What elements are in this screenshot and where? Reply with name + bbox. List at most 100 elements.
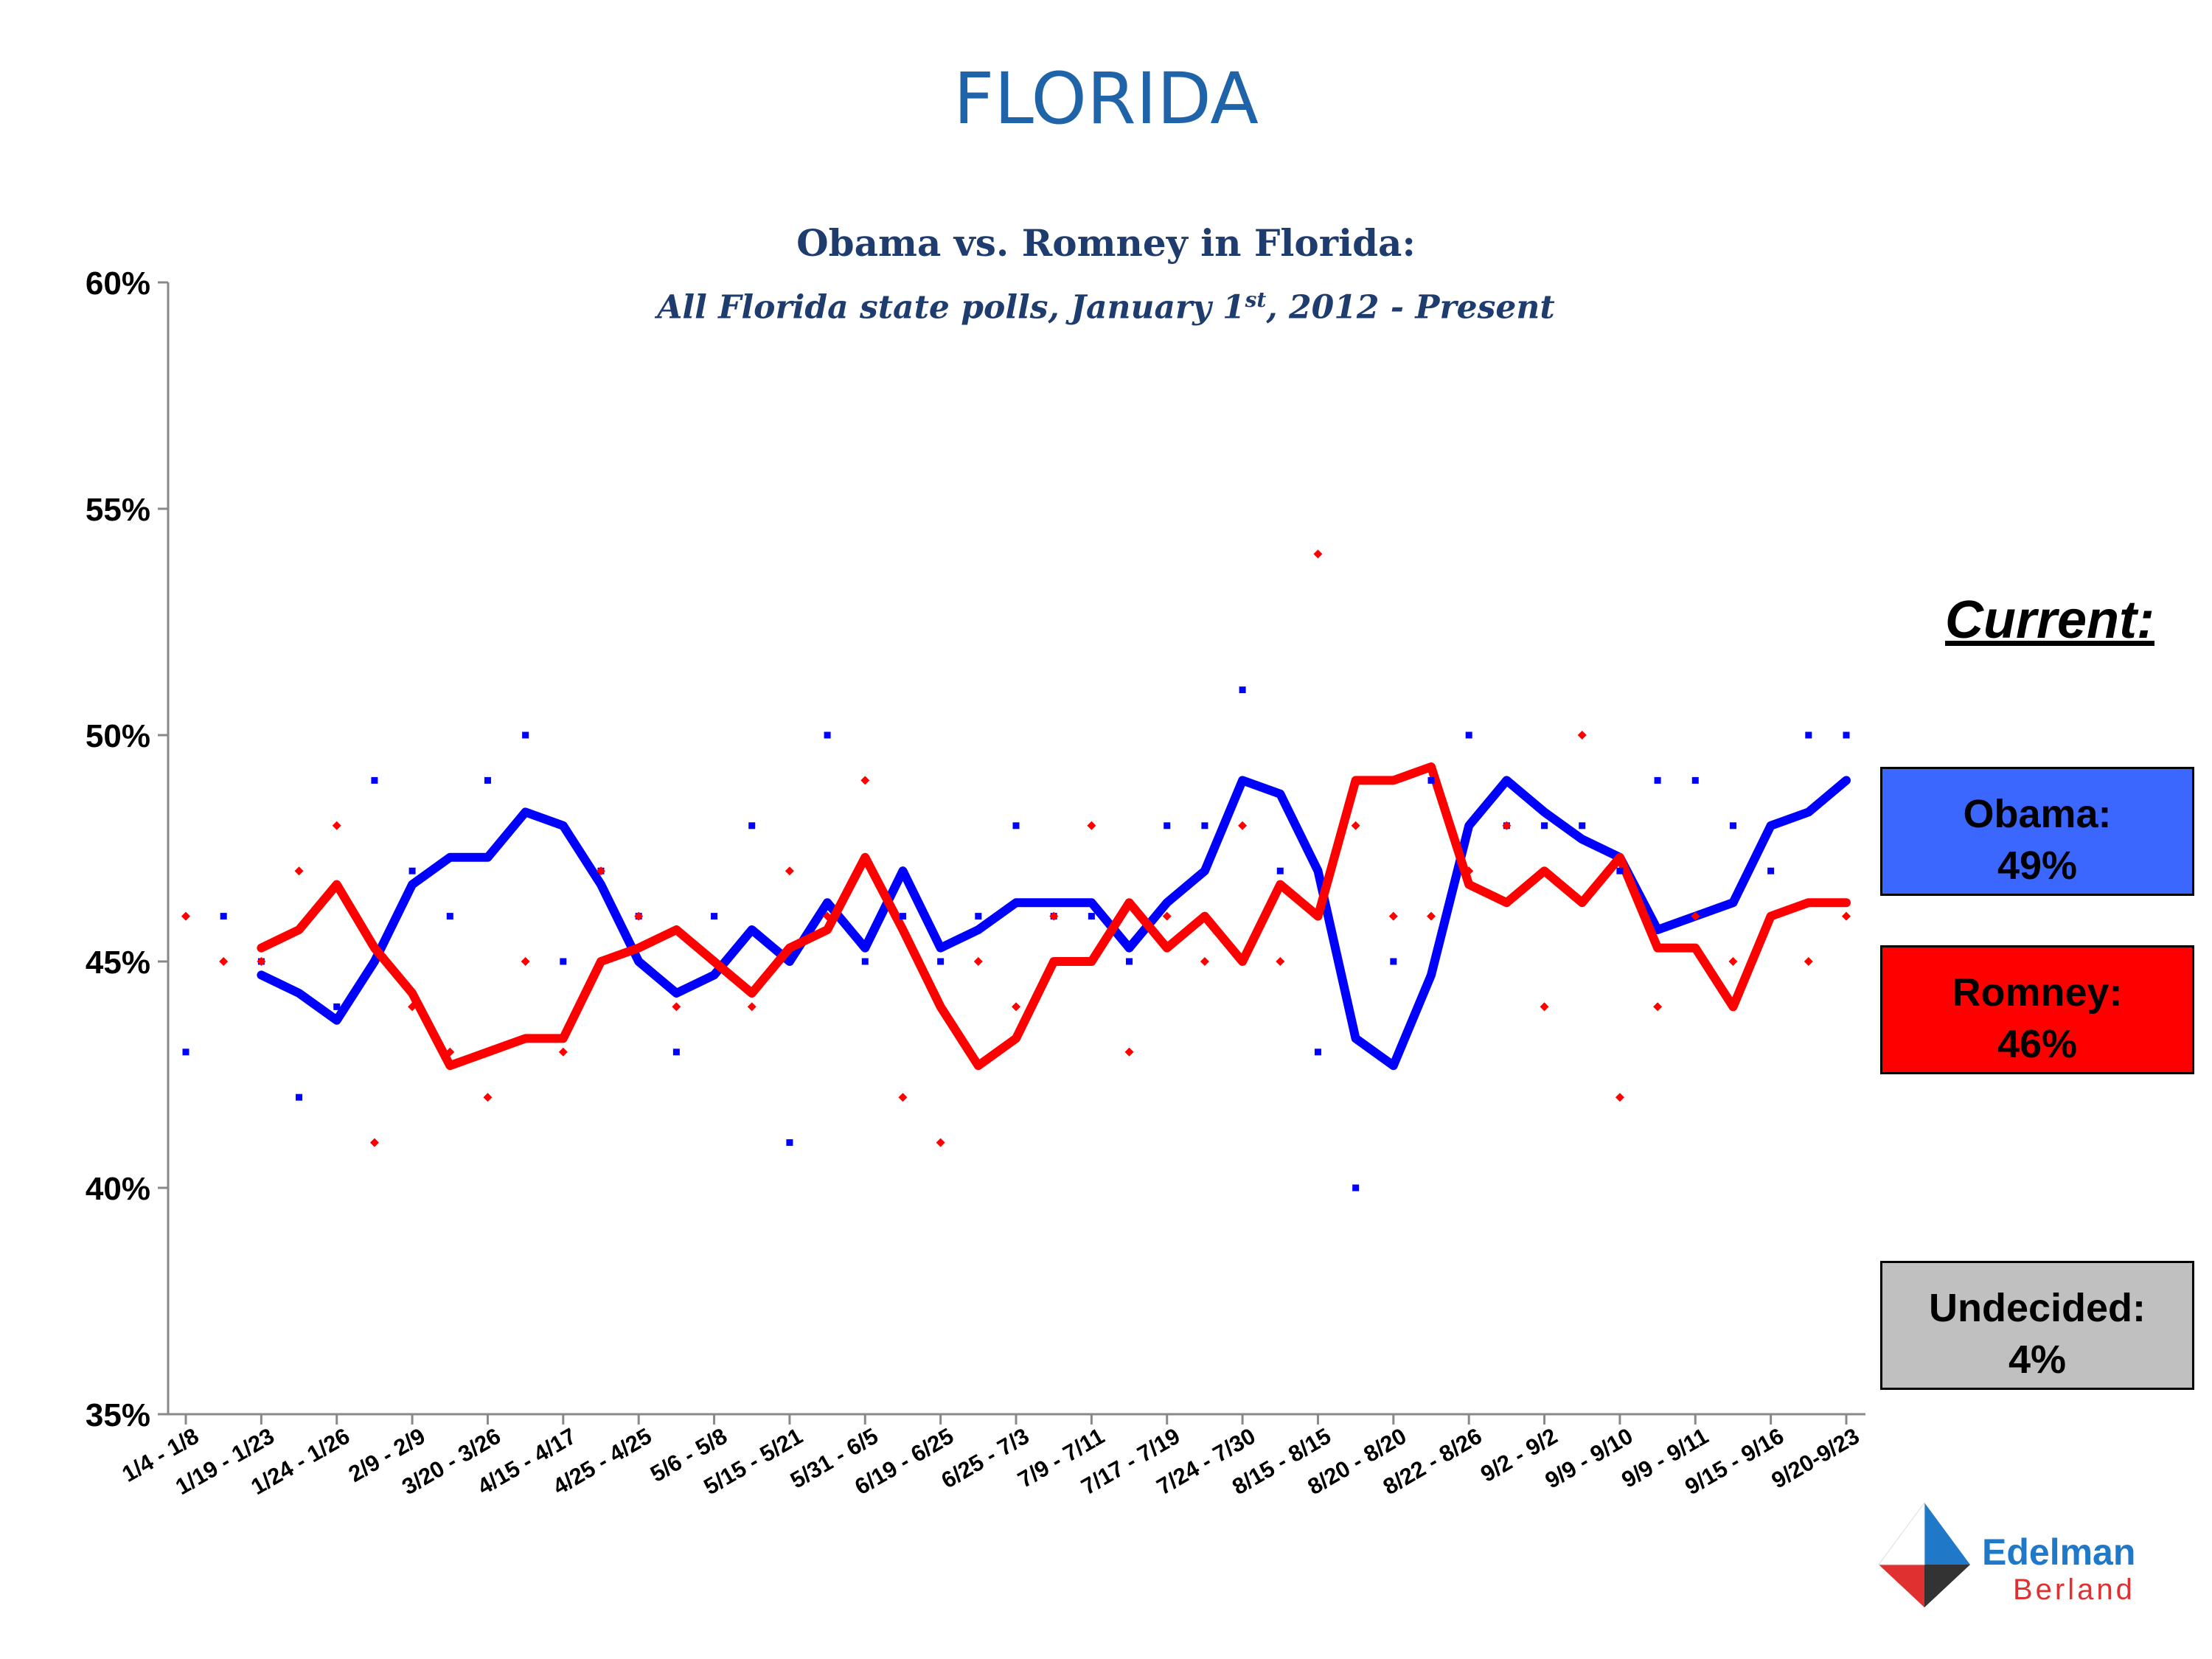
romney-poll-marker — [1766, 911, 1775, 921]
romney-poll-marker — [898, 1093, 908, 1102]
chart-subtitle-sup: st — [1245, 288, 1267, 312]
obama-poll-marker — [220, 913, 227, 920]
obama-poll-marker — [1691, 776, 1699, 784]
romney-poll-marker — [521, 957, 530, 966]
romney-poll-marker — [369, 1138, 379, 1147]
romney-poll-marker — [1276, 957, 1285, 966]
obama-poll-marker — [522, 731, 529, 739]
y-tick-label: 60% — [86, 265, 150, 302]
romney-poll-marker — [558, 1047, 568, 1057]
obama-poll-marker — [748, 822, 756, 830]
romney-current-value: 46% — [1997, 1022, 2078, 1066]
romney-current-box: Romney: 46% — [1880, 945, 2194, 1074]
obama-poll-marker — [1654, 776, 1661, 784]
obama-poll-marker — [1164, 822, 1171, 830]
obama-poll-marker — [1276, 867, 1284, 874]
obama-poll-marker — [1201, 822, 1208, 830]
romney-poll-marker — [973, 957, 983, 966]
obama-poll-marker — [1805, 731, 1812, 739]
romney-poll-marker — [294, 866, 304, 876]
romney-poll-marker — [1540, 1002, 1549, 1012]
romney-poll-marker — [1049, 911, 1059, 921]
undecided-current-value: 4% — [2008, 1338, 2067, 1382]
romney-poll-marker — [1124, 1047, 1134, 1057]
romney-poll-marker — [747, 1002, 757, 1012]
obama-poll-marker — [560, 958, 567, 965]
obama-poll-marker — [371, 776, 378, 784]
obama-poll-marker — [861, 958, 869, 965]
romney-poll-marker — [709, 957, 719, 966]
y-tick-label: 45% — [86, 945, 150, 981]
logo-line1: Edelman — [1982, 1531, 2136, 1573]
romney-poll-marker — [1427, 911, 1436, 921]
obama-current-value: 49% — [1997, 844, 2078, 888]
romney-poll-marker — [1313, 549, 1323, 559]
obama-poll-marker — [711, 913, 718, 920]
x-tick-label: 9/20-9/23 — [1767, 1423, 1864, 1494]
obama-poll-marker — [1390, 958, 1397, 965]
obama-poll-marker — [333, 1003, 341, 1010]
logo-line2: Berland — [2013, 1573, 2135, 1606]
romney-poll-marker — [860, 776, 870, 785]
logo-mark-icon — [1878, 1501, 1970, 1607]
obama-poll-marker — [1541, 822, 1548, 830]
romney-poll-marker — [483, 1093, 493, 1102]
obama-poll-marker — [1012, 822, 1020, 830]
romney-poll-marker — [785, 866, 794, 876]
romney-poll-markers — [181, 549, 1851, 1147]
romney-poll-marker — [332, 821, 341, 830]
romney-poll-marker — [1351, 821, 1360, 830]
obama-poll-marker — [1616, 867, 1624, 874]
chart-subtitle: All Florida state polls, January 1st, 20… — [0, 288, 2212, 327]
romney-poll-marker — [1842, 911, 1851, 921]
obama-poll-marker — [1579, 822, 1586, 830]
romney-poll-marker — [181, 911, 190, 921]
obama-poll-marker — [1239, 686, 1246, 694]
undecided-current-box: Undecided: 4% — [1880, 1261, 2194, 1390]
chart-series — [181, 549, 1851, 1192]
romney-poll-marker — [1728, 957, 1738, 966]
romney-poll-marker — [408, 1002, 417, 1012]
obama-poll-markers — [182, 686, 1850, 1192]
romney-poll-marker — [1388, 911, 1398, 921]
romney-poll-marker — [257, 957, 266, 966]
romney-poll-marker — [1238, 821, 1248, 830]
obama-poll-marker — [1427, 776, 1435, 784]
obama-poll-marker — [1843, 731, 1850, 739]
obama-poll-marker — [786, 1139, 793, 1147]
y-tick-label: 35% — [86, 1397, 150, 1433]
x-tick-label: 9/9 - 9/10 — [1540, 1423, 1637, 1494]
romney-poll-marker — [1502, 821, 1512, 830]
romney-poll-marker — [1464, 866, 1474, 876]
obama-current-name: Obama: — [1963, 792, 2112, 836]
romney-poll-marker — [1653, 1002, 1663, 1012]
y-axis-tick-labels: 35% 40% 45% 50% 55% 60% — [86, 265, 150, 1433]
romney-poll-marker — [1691, 911, 1700, 921]
obama-poll-marker — [1767, 867, 1775, 874]
obama-average-line — [257, 776, 1851, 1071]
obama-poll-marker — [1126, 958, 1133, 965]
chart-title: Obama vs. Romney in Florida: — [796, 221, 1416, 265]
obama-poll-marker — [824, 731, 831, 739]
romney-poll-marker — [1012, 1002, 1020, 1012]
chart-subtitle-text: All Florida state polls, January 1 — [657, 288, 1245, 327]
y-tick-label: 55% — [86, 492, 150, 528]
romney-poll-marker — [445, 1047, 455, 1057]
obama-poll-marker — [937, 958, 945, 965]
romney-poll-marker — [219, 957, 229, 966]
obama-poll-marker — [1088, 913, 1095, 920]
edelman-berland-logo: Edelman Berland — [1873, 1497, 2168, 1615]
romney-poll-marker — [1200, 957, 1209, 966]
obama-poll-marker — [1465, 731, 1472, 739]
romney-poll-marker — [1804, 957, 1813, 966]
obama-poll-marker — [182, 1048, 189, 1056]
romney-current-name: Romney: — [1952, 970, 2123, 1015]
obama-poll-marker — [975, 913, 982, 920]
romney-poll-marker — [936, 1138, 945, 1147]
x-axis-tick-labels: 1/4 - 1/81/19 - 1/231/24 - 1/262/9 - 2/9… — [117, 1423, 1863, 1500]
obama-poll-marker — [296, 1093, 303, 1101]
obama-poll-marker — [899, 913, 906, 920]
current-label: Current: — [1945, 591, 2154, 650]
x-tick-label: 6/25 - 7/3 — [937, 1423, 1034, 1494]
